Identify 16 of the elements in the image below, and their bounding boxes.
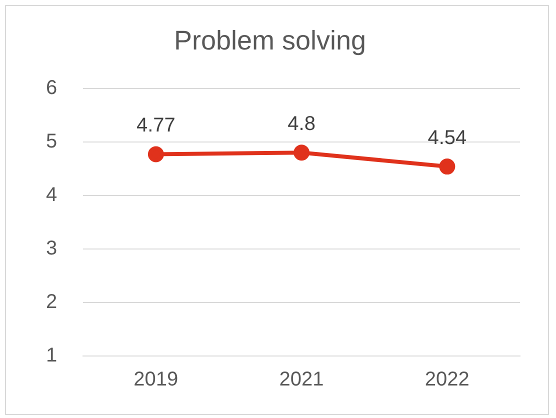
y-tick-label: 4 [46,184,58,206]
y-tick-label: 2 [46,290,58,313]
x-tick-label: 2021 [279,368,324,391]
point [294,144,310,161]
x-tick-label: 2022 [424,368,470,391]
point [439,158,456,175]
y-tick-label: 3 [46,237,58,260]
y-tick-label: 1 [46,344,58,367]
y-tick-label: 6 [46,76,58,99]
x-tick-label: 2019 [134,368,178,391]
data-label: 4.77 [136,114,176,137]
y-tick-label: 5 [46,130,58,152]
data-label: 4.54 [428,127,467,150]
point [148,146,164,162]
chart-title: Problem solving [174,26,366,56]
data-label: 4.8 [288,113,316,136]
